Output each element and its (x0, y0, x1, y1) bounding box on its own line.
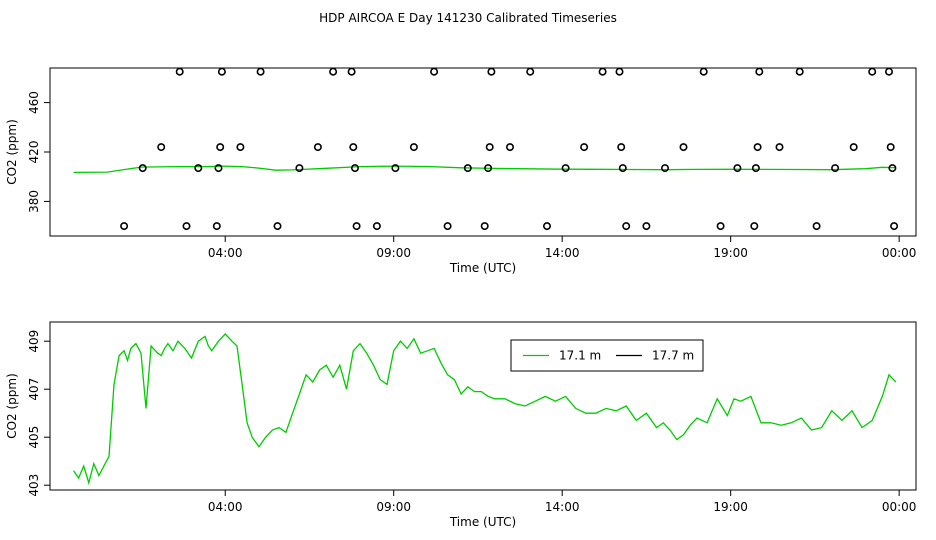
plot-frame (49, 321, 917, 491)
data-point (194, 164, 203, 173)
data-point (443, 222, 452, 231)
x-tick-label: 00:00 (882, 500, 917, 514)
data-point (485, 143, 494, 152)
x-tick-label: 04:00 (208, 246, 243, 260)
y-axis-label: CO2 (ppm) (5, 373, 19, 439)
data-point (622, 222, 631, 231)
data-point (751, 164, 760, 173)
data-point (886, 143, 895, 152)
x-tick-label: 14:00 (545, 246, 580, 260)
legend-entry: 17.1 m (559, 349, 601, 363)
data-point (430, 68, 439, 76)
data-point (487, 68, 496, 76)
y-tick-label: 409 (27, 330, 41, 353)
bottom-panel: 04:00 09:00 14:00 19:00 00:00 403 405 407 409 Tim… (5, 321, 917, 529)
legend-entry: 17.7 m (652, 349, 694, 363)
data-point (642, 222, 651, 231)
x-tick-label: 19:00 (713, 500, 748, 514)
data-point (615, 68, 624, 76)
x-axis-label: Time (UTC) (449, 261, 516, 275)
data-point (372, 222, 381, 231)
data-point (795, 68, 804, 76)
chart-title: HDP AIRCOA E Day 141230 Calibrated Times… (319, 11, 617, 25)
y-tick-label: 420 (27, 141, 41, 164)
data-point (733, 164, 742, 173)
data-point (753, 143, 762, 152)
plot-frame (49, 67, 917, 237)
x-tick-label: 09:00 (376, 246, 411, 260)
data-point (236, 143, 245, 152)
legend: 17.1 m 17.7 m (510, 339, 704, 372)
data-point (598, 68, 607, 76)
data-point (175, 68, 184, 76)
data-point (750, 222, 759, 231)
y-axis-label: CO2 (ppm) (5, 119, 19, 185)
data-point (350, 164, 359, 173)
data-point (849, 143, 858, 152)
data-point (216, 143, 225, 152)
series-line-17-1-m (73, 333, 897, 486)
data-point (526, 68, 535, 76)
data-point (617, 143, 626, 152)
plot-data (73, 333, 897, 486)
data-point (484, 164, 493, 173)
y-tick-label: 403 (27, 474, 41, 497)
x-tick-label: 00:00 (882, 246, 917, 260)
data-point (217, 68, 226, 76)
data-point (812, 222, 821, 231)
plot-data (73, 68, 899, 231)
data-point (542, 222, 551, 231)
data-point (212, 222, 221, 231)
data-point (347, 68, 356, 76)
x-axis-label: Time (UTC) (449, 515, 516, 529)
y-tick-label: 405 (27, 426, 41, 449)
data-point (480, 222, 489, 231)
x-tick-label: 14:00 (545, 500, 580, 514)
data-point (391, 164, 400, 173)
data-point (885, 68, 893, 76)
data-point (214, 164, 223, 173)
data-point (329, 68, 338, 76)
data-point (120, 222, 129, 231)
data-point (755, 68, 764, 76)
data-point (273, 222, 282, 231)
data-point (295, 164, 304, 173)
data-point (313, 143, 322, 152)
data-point (349, 143, 358, 152)
data-point (831, 164, 840, 173)
x-tick-label: 04:00 (208, 500, 243, 514)
data-point (463, 164, 472, 173)
data-point (561, 164, 570, 173)
series-line-17-1-m (73, 165, 896, 174)
data-point (618, 164, 627, 173)
data-point (157, 143, 166, 152)
y-tick-label: 460 (27, 91, 41, 114)
x-tick-label: 09:00 (376, 500, 411, 514)
data-point (580, 143, 589, 152)
y-tick-label: 380 (27, 190, 41, 213)
data-point (888, 164, 897, 173)
data-point (138, 164, 147, 173)
y-tick-label: 407 (27, 378, 41, 401)
data-point (890, 222, 899, 231)
data-point (660, 164, 669, 173)
top-panel: 04:00 09:00 14:00 19:00 00:00 380 420 460 Time (… (5, 67, 917, 275)
data-point (716, 222, 725, 231)
data-point (256, 68, 265, 76)
data-point (868, 68, 877, 76)
data-point (352, 222, 361, 231)
data-point (182, 222, 191, 231)
data-point (775, 143, 784, 152)
data-point (505, 143, 514, 152)
x-tick-label: 19:00 (713, 246, 748, 260)
data-point (699, 68, 708, 76)
data-point (679, 143, 688, 152)
data-point (409, 143, 418, 152)
